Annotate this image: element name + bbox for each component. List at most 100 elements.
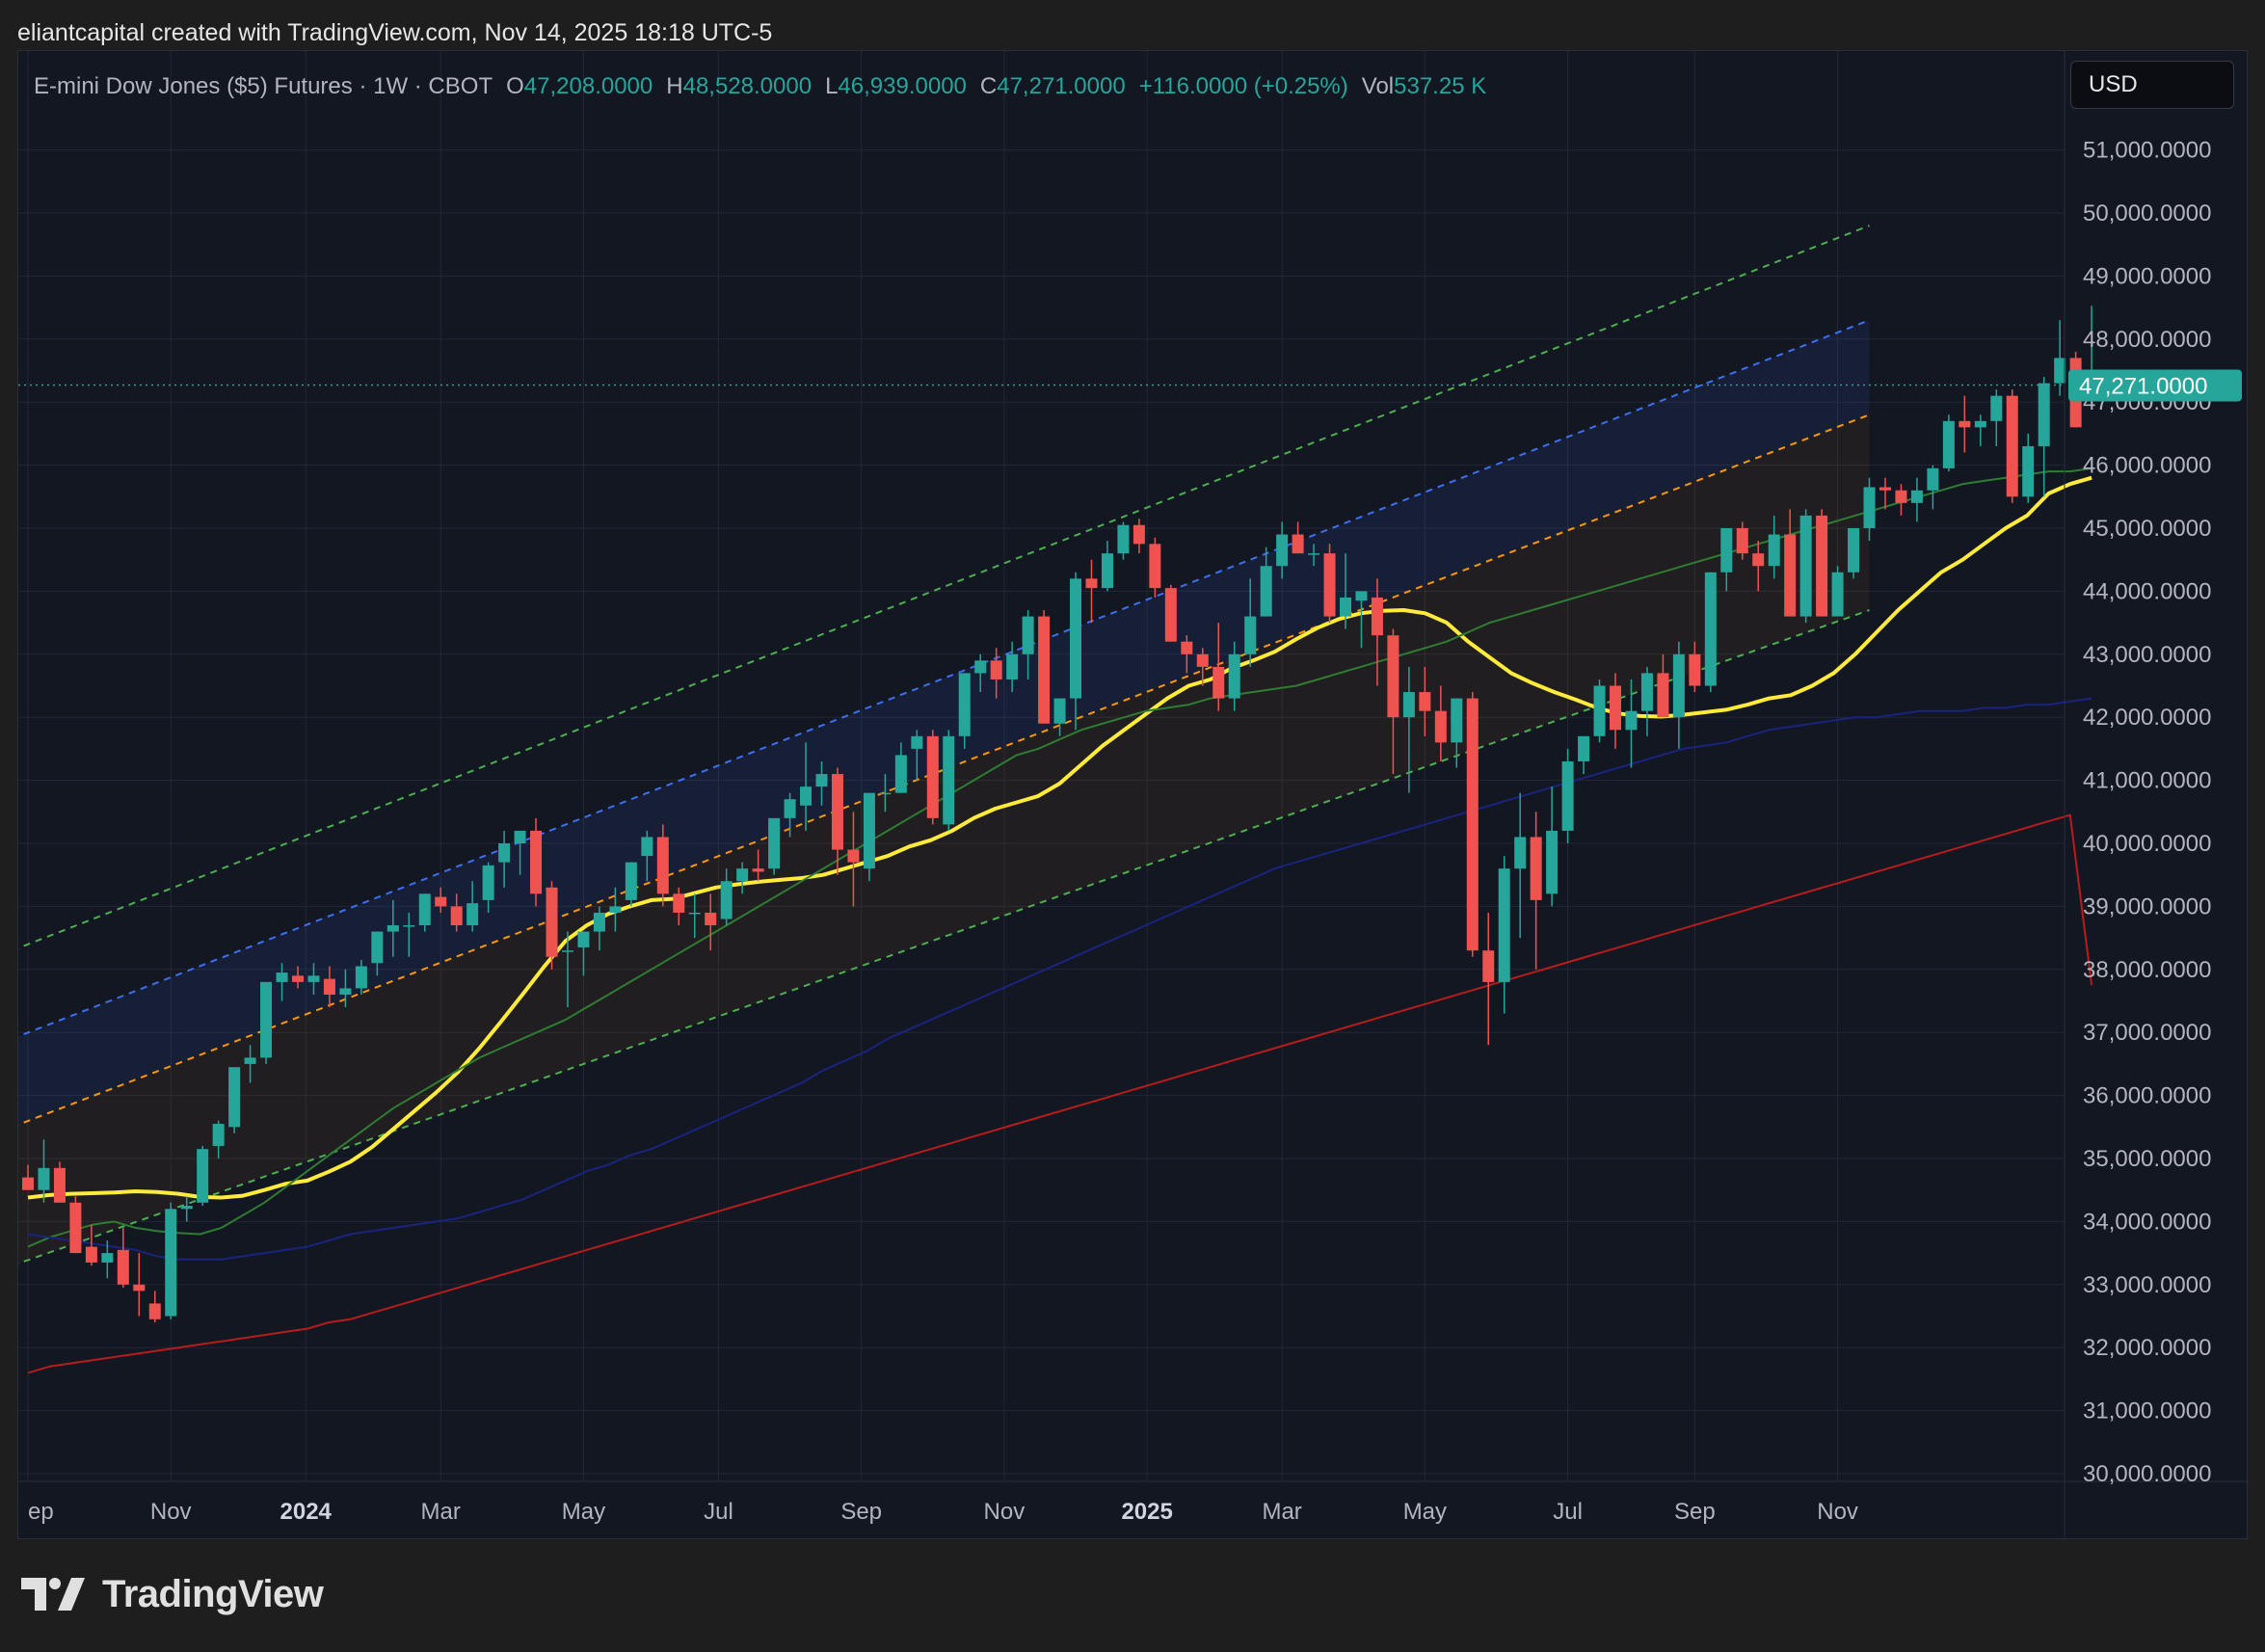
candle-body[interactable] [1149,544,1161,589]
candle-body[interactable] [2054,358,2066,384]
candle-body[interactable] [1164,588,1177,642]
candle-body[interactable] [911,735,923,749]
candle-body[interactable] [466,903,479,926]
candle-body[interactable] [1085,578,1098,589]
candle-body[interactable] [593,912,605,932]
candle-body[interactable] [926,735,939,818]
candle-body[interactable] [1070,578,1082,699]
candle-body[interactable] [1784,534,1797,617]
candle-body[interactable] [148,1303,161,1319]
candle-body[interactable] [403,925,415,927]
candle-body[interactable] [720,881,733,919]
candle-body[interactable] [1482,950,1495,982]
candle-body[interactable] [1498,868,1510,982]
candle-body[interactable] [1752,553,1765,567]
candle-body[interactable] [688,912,701,915]
candle-body[interactable] [879,792,892,795]
candle-body[interactable] [1466,698,1479,951]
candle-body[interactable] [85,1246,97,1263]
candle-body[interactable] [435,896,447,907]
candle-body[interactable] [1704,572,1717,686]
candle-body[interactable] [800,786,813,806]
candle-body[interactable] [165,1209,177,1317]
candle-body[interactable] [831,774,843,850]
candle-body[interactable] [1799,515,1812,617]
candle-body[interactable] [482,865,494,900]
candle-body[interactable] [2022,445,2035,497]
candle-body[interactable] [1816,515,1828,617]
candle-body[interactable] [1212,666,1225,699]
candle-body[interactable] [736,868,749,882]
candle-body[interactable] [1117,524,1130,554]
candle-body[interactable] [1720,528,1733,573]
candle-body[interactable] [656,837,669,894]
candle-body[interactable] [1181,641,1193,654]
candle-body[interactable] [38,1167,50,1190]
candle-body[interactable] [1578,735,1590,761]
candle-body[interactable] [1990,395,2003,421]
candle-body[interactable] [1863,487,1876,528]
candle-body[interactable] [625,862,637,900]
candle-body[interactable] [1260,566,1272,617]
candle-body[interactable] [609,906,622,913]
candle-body[interactable] [546,887,558,957]
candle-body[interactable] [212,1124,225,1146]
candle-body[interactable] [1942,420,1955,468]
candle-body[interactable] [530,830,543,894]
candle-body[interactable] [1546,830,1559,894]
candle-body[interactable] [1657,673,1669,718]
candle-body[interactable] [577,931,590,947]
candle-body[interactable] [561,950,573,952]
candle-body[interactable] [69,1202,82,1254]
candle-body[interactable] [1371,597,1383,636]
candle-body[interactable] [641,837,653,857]
candle-body[interactable] [1451,698,1463,743]
candle-body[interactable] [228,1067,241,1128]
candle-body[interactable] [1340,597,1352,617]
candle-body[interactable] [418,893,431,926]
candle-body[interactable] [1593,685,1606,736]
candle-body[interactable] [1006,653,1019,679]
candle-body[interactable] [339,988,352,995]
candle-body[interactable] [1895,490,1907,503]
candle-body[interactable] [752,868,764,872]
candle-body[interactable] [307,975,320,982]
candle-body[interactable] [1196,653,1209,667]
candle-body[interactable] [1959,420,1971,428]
candle-body[interactable] [1831,572,1844,617]
price-chart[interactable]: 30,000.0000 31,000.0000 32,000.0000 33,000.… [18,51,2249,1540]
candle-body[interactable] [1355,591,1368,601]
candle-body[interactable] [1640,673,1653,711]
candle-body[interactable] [1419,692,1431,711]
candle-body[interactable] [1927,467,1939,491]
candle-body[interactable] [1402,692,1415,718]
candle-body[interactable] [291,975,304,982]
candle-body[interactable] [1672,653,1685,718]
candle-body[interactable] [705,912,717,926]
currency-button[interactable]: USD [2070,61,2234,109]
candle-body[interactable] [1736,528,1748,554]
candle-body[interactable] [260,981,273,1058]
candle-body[interactable] [117,1249,129,1285]
candle-body[interactable] [894,755,907,793]
candle-body[interactable] [197,1149,209,1203]
candle-body[interactable] [1530,837,1542,900]
candle-body[interactable] [1910,490,1923,503]
candle-body[interactable] [1434,710,1447,743]
candle-body[interactable] [323,978,335,995]
candle-body[interactable] [371,931,384,964]
candle-body[interactable] [276,973,288,982]
candle-body[interactable] [180,1206,193,1210]
candle-body[interactable] [1625,710,1638,731]
candle-body[interactable] [2006,395,2018,497]
symbol-name[interactable]: E-mini Dow Jones ($5) Futures · 1W · CBO… [34,73,493,99]
candle-body[interactable] [355,966,367,989]
candle-body[interactable] [847,849,860,863]
candle-body[interactable] [1038,616,1051,724]
candle-body[interactable] [958,673,971,736]
candle-body[interactable] [133,1284,146,1292]
candle-body[interactable] [1561,760,1574,831]
candle-body[interactable] [768,817,781,869]
candle-body[interactable] [1228,653,1240,699]
candle-body[interactable] [1323,553,1336,617]
